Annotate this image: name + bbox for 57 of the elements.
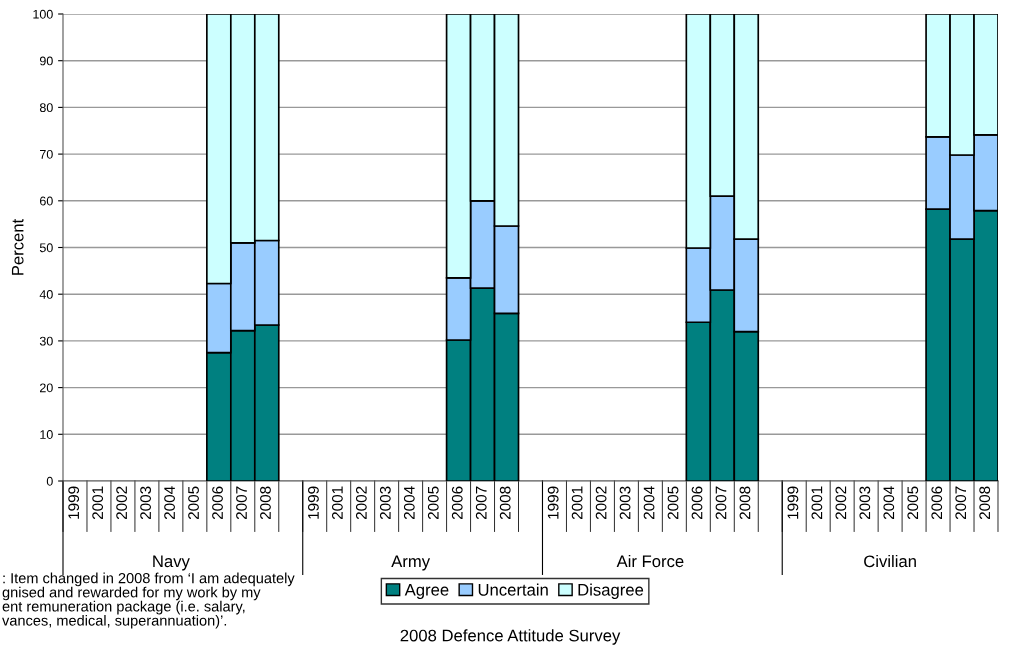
x-tick-label: 2005 <box>667 486 679 520</box>
x-tick-label: 2008 <box>979 486 991 520</box>
x-tick-label: 2008 <box>499 486 511 520</box>
x-tick-label: 2002 <box>116 486 128 520</box>
text: Navy <box>153 555 190 571</box>
x-tick-label: 2008 <box>739 486 751 520</box>
y-tick-label: 10 <box>40 430 53 439</box>
x-tick-label: 2001 <box>92 486 104 520</box>
x-tick-label: 2004 <box>643 486 655 520</box>
x-tick-label: 1999 <box>68 486 80 519</box>
y-tick-label: 40 <box>39 290 53 299</box>
x-tick-label: 2002 <box>835 486 847 520</box>
y-tick-label: 70 <box>40 149 53 159</box>
x-tick-label: 1999 <box>547 486 559 519</box>
x-tick-label: 2004 <box>883 486 895 520</box>
x-tick-label: 2008 <box>260 486 271 520</box>
x-tick-label: 2006 <box>691 486 703 520</box>
x-tick-label: 2002 <box>355 486 367 520</box>
x-tick-label: 2004 <box>164 486 175 520</box>
x-tick-label: 2005 <box>907 486 919 520</box>
text: Army <box>391 555 431 571</box>
y-tick-label: 60 <box>40 196 53 206</box>
x-tick-label: 2001 <box>331 486 343 520</box>
y-tick-label: 50 <box>39 243 53 253</box>
x-tick-label: 2006 <box>212 486 223 520</box>
y-tick-label: 0 <box>46 476 53 486</box>
y-tick-label: 90 <box>39 56 53 66</box>
x-tick-label: 2003 <box>379 486 391 520</box>
x-tick-label: 2007 <box>475 486 487 520</box>
x-tick-label: 2007 <box>715 486 727 520</box>
legend-label: Uncertain <box>478 583 548 596</box>
x-tick-label: 1999 <box>308 486 319 519</box>
y-tick-label: 30 <box>39 336 53 346</box>
x-tick-label: 2006 <box>931 486 943 520</box>
y-tick-label: 20 <box>40 383 53 393</box>
y-axis-title: Percent <box>11 218 24 275</box>
x-tick-label: 1999 <box>787 486 799 519</box>
text: Civilian <box>864 554 916 568</box>
x-tick-label: 2007 <box>955 486 967 520</box>
x-tick-label: 2003 <box>140 486 152 520</box>
x-tick-label: 2003 <box>859 486 871 520</box>
x-tick-label: 2006 <box>451 486 463 520</box>
y-tick-label: 80 <box>39 103 53 113</box>
y-tick-label: 100 <box>33 9 53 19</box>
x-tick-label: 2007 <box>236 486 247 520</box>
x-tick-label: 2004 <box>403 486 415 520</box>
text: Air Force <box>616 554 684 568</box>
x-tick-label: 2003 <box>619 486 631 520</box>
x-tick-label: 2001 <box>811 486 823 520</box>
x-tick-label: 2005 <box>188 486 199 520</box>
x-tick-label: 2002 <box>595 486 607 520</box>
text: : Item changed in 2008 from ‘I am adequately gnised and rewarded for my work by my ent remuneration package (i.e. salary, vances, medical, superannuation)’. <box>2 572 295 629</box>
legend-label: Disagree <box>578 583 644 600</box>
text: 2008 Defence Attitude Survey <box>400 629 621 645</box>
x-tick-label: 2001 <box>571 486 583 520</box>
x-tick-label: 2005 <box>427 486 439 520</box>
legend-label: Agree <box>404 584 449 600</box>
